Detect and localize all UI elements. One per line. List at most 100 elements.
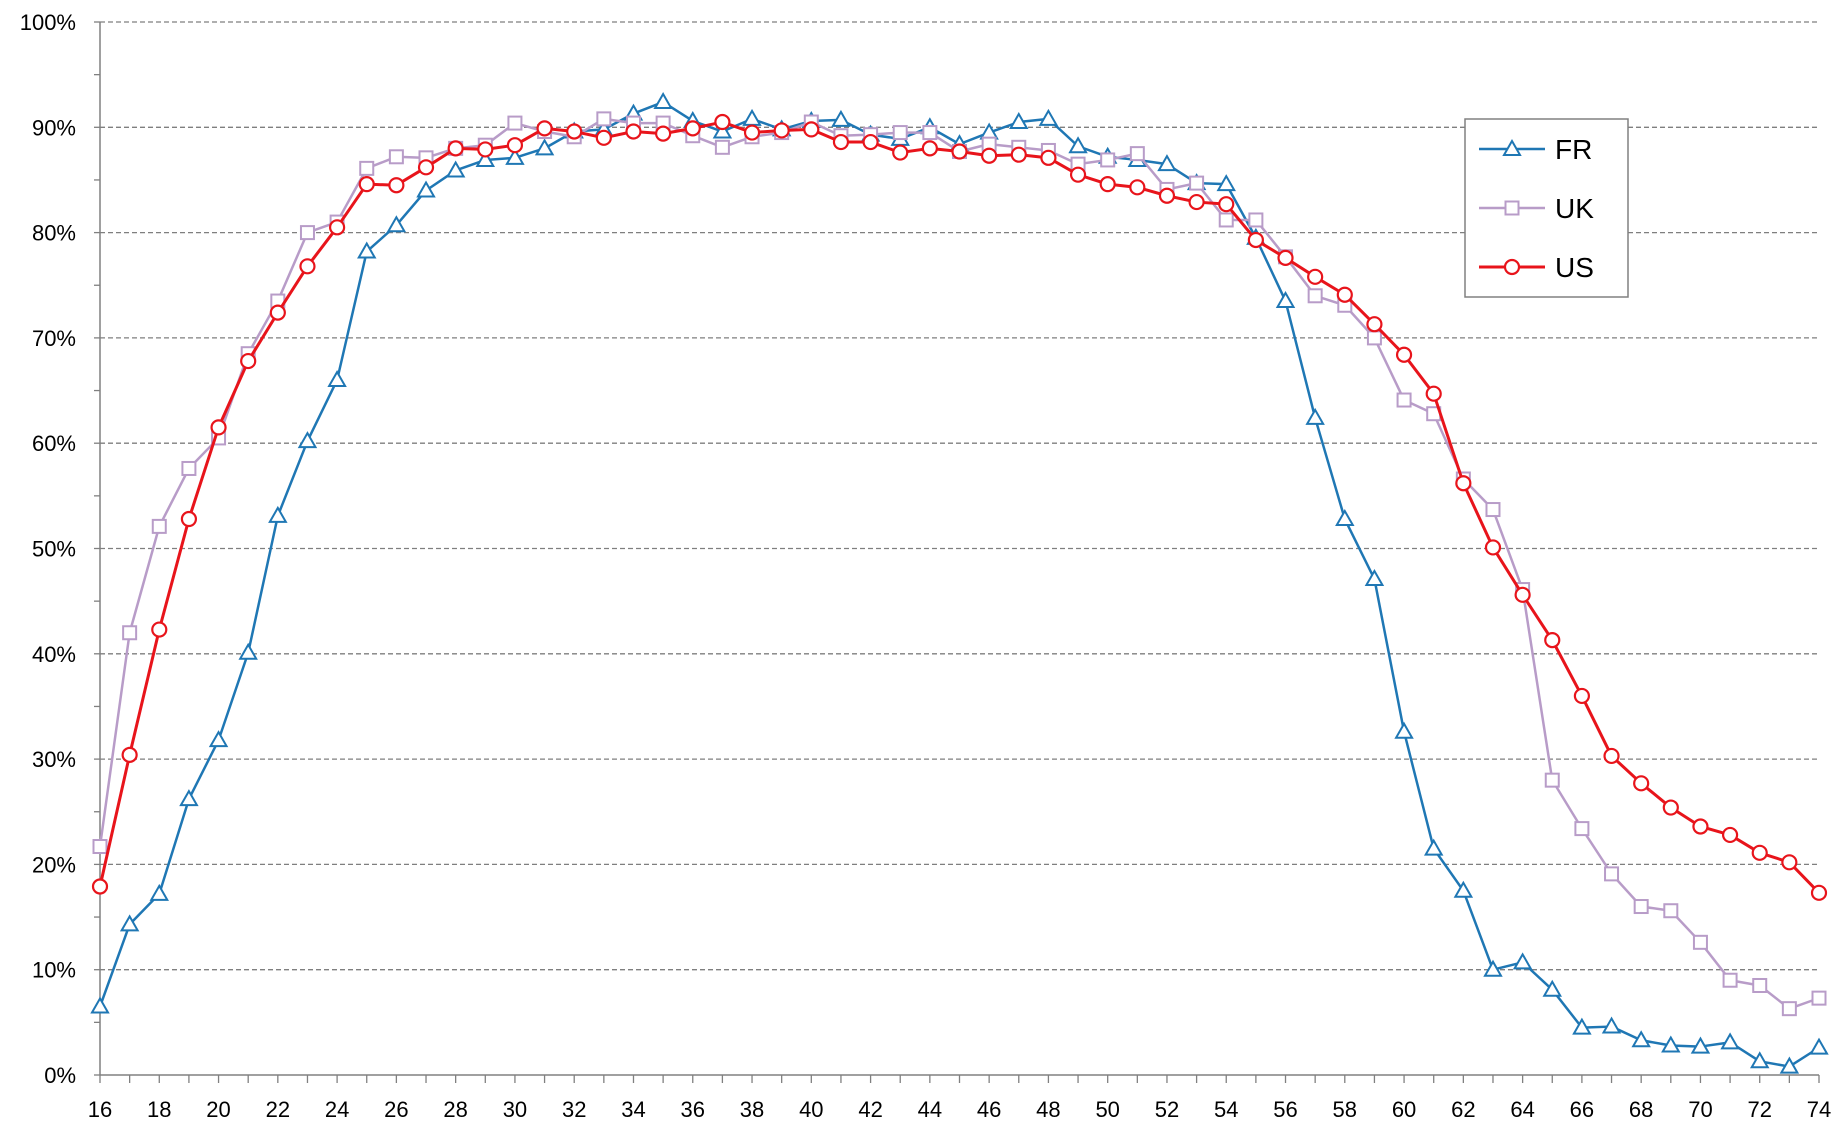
x-tick-label: 28 <box>443 1097 467 1122</box>
data-point-fr <box>119 914 140 932</box>
data-point-us <box>417 159 435 176</box>
data-point-us <box>832 133 850 151</box>
data-point-us <box>1721 826 1739 844</box>
x-tick-label: 50 <box>1095 1097 1119 1122</box>
data-point-us <box>1336 286 1353 303</box>
data-point-uk <box>1544 772 1560 788</box>
data-point-us <box>892 144 909 161</box>
data-point-us <box>1010 146 1027 163</box>
data-point-fr <box>653 92 673 110</box>
data-point-uk <box>181 460 197 476</box>
data-point-us <box>1603 747 1620 765</box>
data-point-us <box>1751 844 1768 861</box>
data-point-fr <box>1216 174 1236 192</box>
legend-marker-fr <box>1502 138 1522 156</box>
data-point-fr <box>327 370 347 388</box>
data-point-us <box>240 352 257 370</box>
data-point-uk <box>1396 392 1412 408</box>
data-point-fr <box>712 121 733 139</box>
data-point-uk <box>359 160 375 176</box>
y-tick-label: 40% <box>32 642 76 667</box>
data-point-fr <box>1601 1016 1622 1034</box>
data-point-us <box>743 124 761 141</box>
x-tick-label: 40 <box>799 1097 823 1122</box>
data-point-us <box>1455 475 1472 492</box>
data-point-us <box>536 120 553 137</box>
data-point-fr <box>1305 407 1325 425</box>
data-point-us <box>1395 346 1413 363</box>
data-point-fr <box>90 996 110 1014</box>
x-tick-label: 68 <box>1629 1097 1653 1122</box>
data-point-fr <box>1038 108 1059 126</box>
data-point-uk <box>122 625 138 641</box>
data-point-us <box>1781 854 1798 871</box>
data-point-uk <box>1722 972 1738 988</box>
data-point-fr <box>149 883 169 901</box>
x-tick-label: 74 <box>1807 1097 1831 1122</box>
data-point-uk <box>388 149 404 165</box>
data-point-fr <box>1453 880 1474 898</box>
data-point-us <box>862 133 879 151</box>
y-tick-label: 10% <box>32 958 76 983</box>
x-tick-label: 58 <box>1333 1097 1357 1122</box>
data-point-us <box>625 123 642 140</box>
data-point-uk <box>1633 899 1649 915</box>
data-point-us <box>803 121 820 138</box>
x-tick-label: 70 <box>1688 1097 1712 1122</box>
data-point-us <box>1129 179 1146 196</box>
data-point-us <box>1366 316 1383 333</box>
data-point-fr <box>505 147 525 165</box>
data-point-us <box>951 143 968 160</box>
data-point-fr <box>534 138 555 156</box>
y-tick-label: 80% <box>32 221 76 246</box>
data-point-fr <box>386 215 407 233</box>
data-point-us <box>921 140 938 157</box>
x-tick-label: 54 <box>1214 1097 1238 1122</box>
x-tick-label: 16 <box>88 1097 112 1122</box>
legend-marker-uk <box>1504 200 1520 216</box>
data-point-uk <box>151 518 167 534</box>
data-point-us <box>447 140 464 157</box>
data-point-us <box>151 621 168 638</box>
x-tick-label: 66 <box>1570 1097 1594 1122</box>
data-point-uk <box>1485 502 1501 518</box>
x-tick-label: 34 <box>621 1097 645 1122</box>
data-point-uk <box>1307 288 1323 304</box>
legend-label-uk: UK <box>1555 193 1594 224</box>
data-point-us <box>714 113 731 131</box>
data-point-fr <box>1631 1030 1651 1048</box>
data-point-fr <box>1750 1051 1770 1069</box>
x-tick-label: 20 <box>206 1097 230 1122</box>
data-point-us <box>684 120 701 137</box>
data-point-us <box>269 304 286 321</box>
data-point-us <box>477 141 494 158</box>
data-point-fr <box>1394 721 1414 739</box>
data-point-fr <box>1512 952 1533 970</box>
data-point-us <box>1040 149 1057 166</box>
data-point-fr <box>416 180 436 198</box>
data-point-us <box>981 147 998 164</box>
data-point-uk <box>1100 152 1116 168</box>
data-point-us <box>1633 775 1650 792</box>
data-point-us <box>655 125 672 142</box>
x-tick-label: 24 <box>325 1097 349 1122</box>
x-tick-label: 26 <box>384 1097 408 1122</box>
data-point-us <box>1218 196 1235 213</box>
data-point-fr <box>179 789 199 807</box>
y-axis-tick-labels: 0% 10% 20% 30% 40% 50% 60% 70% 80% 90% 100% <box>20 10 76 1088</box>
axes <box>94 21 1820 1083</box>
data-point-uk <box>1604 866 1620 882</box>
x-tick-label: 22 <box>266 1097 290 1122</box>
data-point-us <box>1484 539 1502 556</box>
data-point-us <box>1514 586 1531 603</box>
data-point-fr <box>1809 1037 1829 1055</box>
data-point-us <box>299 258 316 275</box>
data-point-fr <box>1335 509 1355 527</box>
x-tick-label: 36 <box>681 1097 705 1122</box>
data-point-fr <box>238 642 258 660</box>
legend-marker-us <box>1503 258 1521 276</box>
data-point-fr <box>297 431 318 449</box>
data-point-us <box>506 137 524 154</box>
data-point-us <box>595 129 612 146</box>
data-point-uk <box>1781 1001 1797 1017</box>
